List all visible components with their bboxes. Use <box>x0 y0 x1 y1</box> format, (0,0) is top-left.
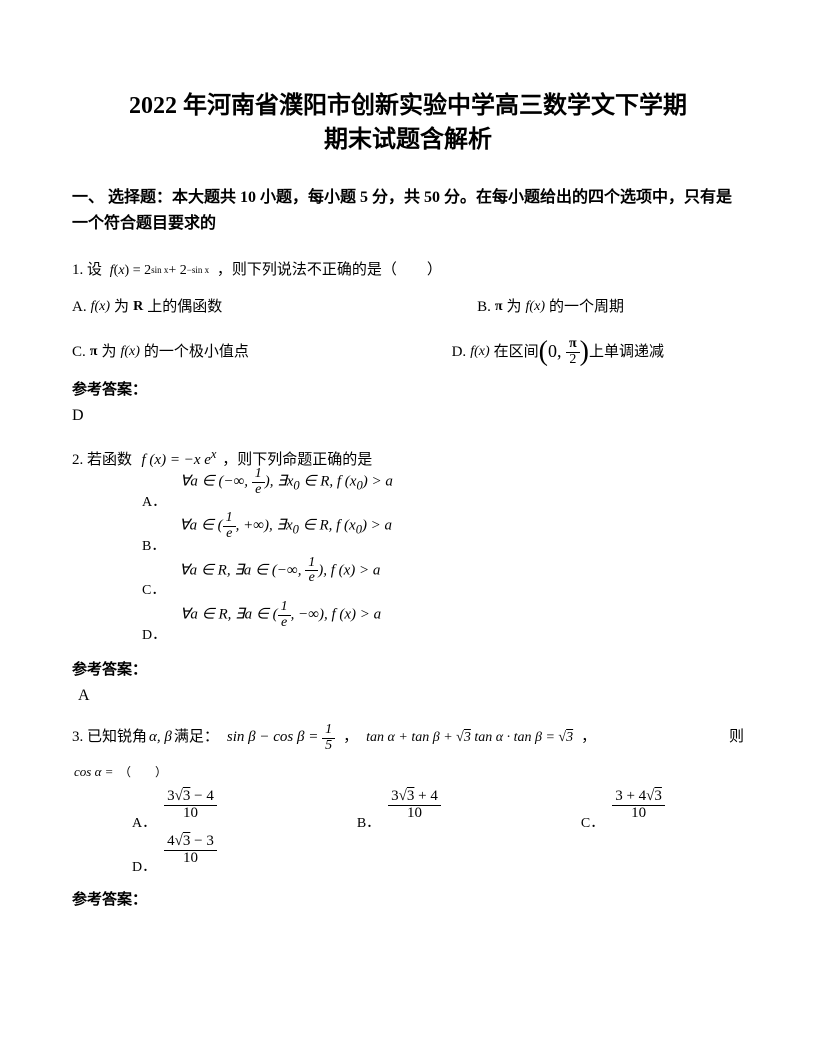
q3-B-label: B． <box>357 812 380 832</box>
q3-comma2: ， <box>581 721 596 754</box>
q2-stem-formula: f (x) = −x ex <box>136 452 219 468</box>
title-line1: 2022 年河南省濮阳市创新实验中学高三数学文下学期 <box>129 93 687 119</box>
q3-stem-line1: 3. 已知锐角 α, β 满足： sin β − cos β = 15 ， ta… <box>72 721 744 754</box>
page-title: 2022 年河南省濮阳市创新实验中学高三数学文下学期 期末试题含解析 <box>72 90 744 157</box>
q2-answer: A <box>78 687 744 705</box>
q1-optC: C. π 为 f(x) 的一个极小值点 <box>72 336 249 369</box>
q2-B-label: B． <box>142 539 165 556</box>
q3-optC: C． 3 + 4√310 <box>581 799 665 832</box>
q1-D-prefix: D. <box>452 336 467 369</box>
q2-optB: B． ∀a ∈ (1e, +∞), ∃x0 ∈ R, f (x0) > a <box>142 525 744 555</box>
q2-C-formula: ∀a ∈ R, ∃a ∈ (−∞, 1e), f (x) > a <box>177 556 382 586</box>
q3-A-frac: 3√3 − 410 <box>164 789 217 822</box>
q2-C-label: C． <box>142 583 165 600</box>
q1-row-AB: A. f(x) 为 R 上的偶函数 B. π 为 f(x) 的一个周期 <box>72 291 744 324</box>
q2-B-formula: ∀a ∈ (1e, +∞), ∃x0 ∈ R, f (x0) > a <box>177 511 394 541</box>
q1-B-pi: π <box>491 292 507 323</box>
q2-stem: 2. 若函数 f (x) = −x ex ，则下列命题正确的是 <box>72 441 744 477</box>
q3-optD: D． 4√3 − 310 <box>132 844 217 877</box>
q1-formula-img: f(x) = 2sin x + 2−sin x <box>106 256 213 287</box>
q2-answer-label: 参考答案： <box>72 658 744 679</box>
q1-C-prefix: C. <box>72 336 86 369</box>
q2-A-formula: ∀a ∈ (−∞, 1e), ∃x0 ∈ R, f (x0) > a <box>178 467 395 497</box>
q1-row-CD: C. π 为 f(x) 的一个极小值点 D. f(x) 在区间 (0, π2 )… <box>72 332 744 372</box>
q1-answer-label: 参考答案： <box>72 378 744 399</box>
q3-D-label: D． <box>132 856 156 876</box>
q3-optB: B． 3√3 + 410 <box>357 799 441 832</box>
q3-C-frac: 3 + 4√310 <box>612 789 665 822</box>
q1-D-interval: (0, π2 ) <box>539 332 589 372</box>
q3-cosa: cos α = <box>72 764 115 779</box>
q3-A-label: A． <box>132 812 156 832</box>
q1-A-R: R <box>129 292 147 323</box>
q1-B-prefix: B. <box>477 291 491 324</box>
q1-B-mid: 为 <box>507 291 522 324</box>
q2-D-label: D． <box>142 628 166 645</box>
q3-comma1: ， <box>343 721 358 754</box>
q3-tail: 则 <box>729 721 744 754</box>
q1-A-mid: 为 <box>114 291 129 324</box>
q1-stem-suffix: ，则下列说法不正确的是（ ） <box>217 262 442 278</box>
q1-stem-prefix: 1. 设 <box>72 262 102 278</box>
q3-C-label: C． <box>581 812 604 832</box>
q1-B-fx: f(x) <box>522 292 549 323</box>
q3-cond2: tan α + tan β + √3 tan α · tan β = √3 <box>364 723 575 754</box>
q3-optA: A． 3√3 − 410 <box>132 799 217 832</box>
q1-A-suffix: 上的偶函数 <box>147 291 222 324</box>
q1-A-fx: f(x) <box>87 292 114 323</box>
q3-mid1: 满足： <box>174 721 219 754</box>
q1-C-pi: π <box>86 337 102 368</box>
q2-A-label: A． <box>142 495 166 512</box>
q1-optA: A. f(x) 为 R 上的偶函数 <box>72 291 222 324</box>
q1-stem: 1. 设 f(x) = 2sin x + 2−sin x ，则下列说法不正确的是… <box>72 254 744 287</box>
q3-alpha-beta: α, β <box>147 721 174 754</box>
q1-answer: D <box>72 407 744 425</box>
q3-prefix: 3. 已知锐角 <box>72 721 147 754</box>
exam-page: 2022 年河南省濮阳市创新实验中学高三数学文下学期 期末试题含解析 一、 选择… <box>0 0 816 957</box>
q3-answer-label: 参考答案： <box>72 888 744 909</box>
q1-D-mid: 在区间 <box>494 336 539 369</box>
q2-optA: A． ∀a ∈ (−∞, 1e), ∃x0 ∈ R, f (x0) > a <box>142 481 744 511</box>
q2-optC: C． ∀a ∈ R, ∃a ∈ (−∞, 1e), f (x) > a <box>142 570 744 600</box>
q1-C-mid: 为 <box>101 336 116 369</box>
q3-D-frac: 4√3 − 310 <box>164 834 217 867</box>
title-line2: 期末试题含解析 <box>324 127 492 153</box>
q1-optB: B. π 为 f(x) 的一个周期 <box>477 291 744 324</box>
q3-row-ABC: A． 3√3 − 410 B． 3√3 + 410 C． 3 + 4√310 <box>132 799 744 832</box>
q3-cond1: sin β − cos β = 15 <box>225 721 337 754</box>
section-heading: 一、 选择题：本大题共 10 小题，每小题 5 分，共 50 分。在每小题给出的… <box>72 185 744 236</box>
q2-stem-suffix: ，则下列命题正确的是 <box>222 452 372 468</box>
q3-row-D: D． 4√3 − 310 <box>132 844 744 877</box>
q3-paren: （ ） <box>119 765 167 779</box>
q1-optD: D. f(x) 在区间 (0, π2 ) 上单调递减 <box>452 332 744 372</box>
q3-stem-line2: cos α = （ ） <box>72 758 744 789</box>
q1-D-fx: f(x) <box>466 337 493 368</box>
q1-D-suffix: 上单调递减 <box>589 336 664 369</box>
q1-A-prefix: A. <box>72 291 87 324</box>
q2-stem-prefix: 2. 若函数 <box>72 452 132 468</box>
q2-optD: D． ∀a ∈ R, ∃a ∈ (1e, −∞), f (x) > a <box>142 614 744 644</box>
q1-C-suffix: 的一个极小值点 <box>144 336 249 369</box>
q1-C-fx: f(x) <box>116 337 143 368</box>
q1-B-suffix: 的一个周期 <box>549 291 624 324</box>
q3-B-frac: 3√3 + 410 <box>388 789 441 822</box>
q2-D-formula: ∀a ∈ R, ∃a ∈ (1e, −∞), f (x) > a <box>178 600 383 630</box>
